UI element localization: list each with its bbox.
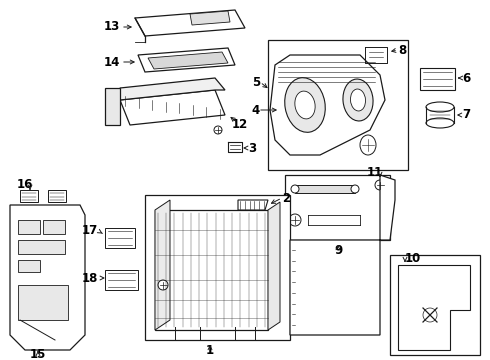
- Bar: [268, 40, 408, 170]
- Ellipse shape: [350, 89, 366, 111]
- Polygon shape: [120, 90, 225, 125]
- Bar: [145, 195, 290, 340]
- Bar: [48, 190, 66, 202]
- Polygon shape: [155, 200, 170, 330]
- Bar: [285, 175, 390, 240]
- Ellipse shape: [291, 185, 299, 193]
- Polygon shape: [398, 265, 470, 350]
- Polygon shape: [420, 68, 455, 90]
- Circle shape: [214, 126, 222, 134]
- Polygon shape: [135, 10, 245, 36]
- Circle shape: [158, 280, 168, 290]
- Text: 10: 10: [405, 252, 421, 265]
- Polygon shape: [268, 202, 280, 330]
- Bar: [18, 285, 68, 320]
- Text: 7: 7: [462, 108, 470, 122]
- Text: 2: 2: [282, 192, 290, 204]
- Text: 9: 9: [334, 243, 342, 256]
- Circle shape: [375, 180, 385, 190]
- Polygon shape: [10, 205, 85, 350]
- Text: 11: 11: [367, 166, 383, 179]
- Polygon shape: [295, 185, 355, 193]
- Ellipse shape: [343, 79, 373, 121]
- Bar: [18, 220, 40, 234]
- Bar: [390, 255, 480, 355]
- Polygon shape: [270, 55, 385, 155]
- Text: 5: 5: [252, 76, 260, 89]
- Bar: [18, 260, 40, 272]
- Ellipse shape: [360, 135, 376, 155]
- Text: 13: 13: [104, 21, 120, 33]
- Text: 8: 8: [398, 44, 406, 57]
- Ellipse shape: [351, 185, 359, 193]
- Circle shape: [289, 214, 301, 226]
- Text: 4: 4: [252, 104, 260, 117]
- Polygon shape: [148, 52, 228, 69]
- Ellipse shape: [285, 78, 325, 132]
- Text: 6: 6: [462, 72, 470, 85]
- Polygon shape: [105, 270, 138, 290]
- Polygon shape: [190, 11, 230, 25]
- Ellipse shape: [295, 91, 315, 119]
- Text: 3: 3: [248, 141, 256, 154]
- Bar: [20, 190, 38, 202]
- Text: 12: 12: [232, 118, 248, 131]
- Text: 1: 1: [206, 343, 214, 356]
- Polygon shape: [138, 48, 235, 72]
- Polygon shape: [155, 210, 268, 330]
- Bar: [18, 240, 65, 254]
- Polygon shape: [120, 78, 225, 100]
- Text: 18: 18: [82, 271, 98, 284]
- Text: 17: 17: [82, 224, 98, 237]
- Text: 16: 16: [17, 179, 33, 192]
- Ellipse shape: [426, 102, 454, 112]
- Text: 15: 15: [30, 348, 46, 360]
- Polygon shape: [105, 228, 135, 248]
- Polygon shape: [238, 200, 268, 210]
- Text: 14: 14: [103, 55, 120, 68]
- Polygon shape: [290, 175, 395, 335]
- Bar: [43, 220, 65, 234]
- Polygon shape: [105, 88, 120, 125]
- Ellipse shape: [426, 118, 454, 128]
